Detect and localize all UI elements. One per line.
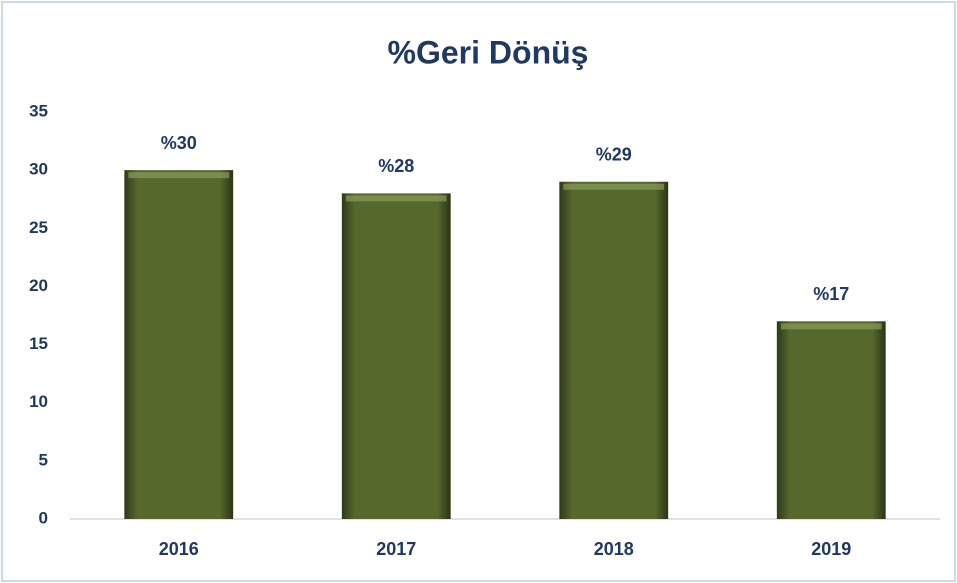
x-tick-label: 2019 (811, 539, 851, 559)
value-label: %28 (378, 156, 414, 176)
y-tick-label: 15 (29, 334, 48, 353)
value-label: %17 (813, 284, 849, 304)
value-label: %30 (161, 133, 197, 153)
y-tick-label: 10 (29, 392, 48, 411)
bar-bevel (563, 183, 665, 190)
bar-bevel (128, 172, 230, 179)
y-tick-label: 35 (29, 101, 48, 120)
y-tick-label: 30 (29, 160, 48, 179)
bar-bevel (780, 323, 882, 330)
x-tick-label: 2018 (594, 539, 634, 559)
bar-shade (776, 321, 886, 519)
bar-shade (124, 170, 234, 519)
y-tick-label: 0 (39, 508, 48, 527)
bar-shade (559, 181, 669, 519)
chart-title: %Geri Dönüş (388, 34, 589, 70)
y-tick-label: 20 (29, 276, 48, 295)
x-tick-label: 2017 (376, 539, 416, 559)
x-tick-label: 2016 (159, 539, 199, 559)
y-tick-label: 5 (39, 450, 48, 469)
bar-shade (341, 193, 451, 519)
value-label: %29 (596, 145, 632, 165)
y-tick-label: 25 (29, 218, 48, 237)
bar-bevel (345, 195, 447, 202)
